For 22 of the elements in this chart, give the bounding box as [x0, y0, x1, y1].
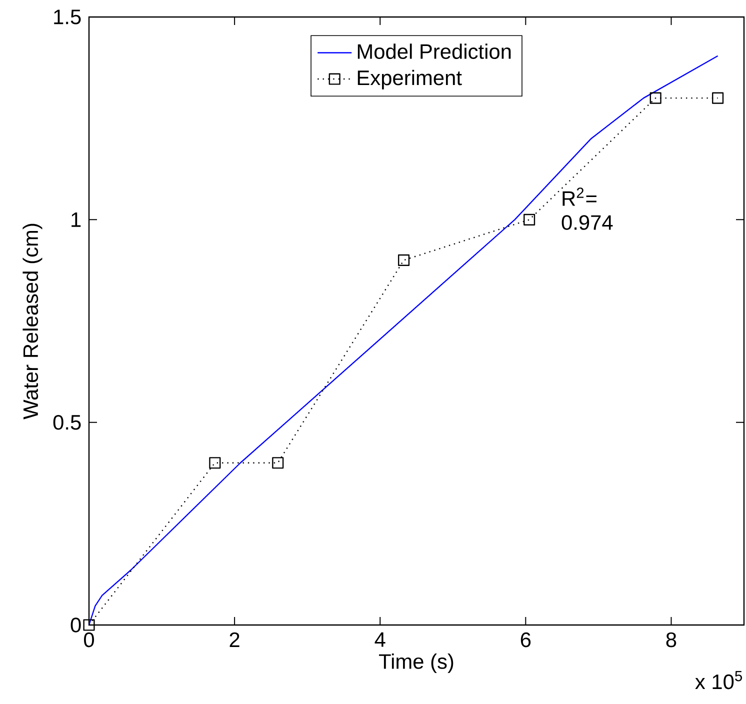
point: [524, 214, 536, 226]
y-axis-title: Water Released (cm): [22, 224, 42, 420]
point: [398, 254, 410, 266]
y-tick-label: 0.5: [53, 414, 81, 430]
text: x 10$^{5}$: [695, 670, 742, 690]
legend-label: Experiment: [358, 70, 462, 90]
x-tick-label: 4: [374, 632, 386, 647]
point: [650, 92, 662, 104]
x-tick-label: 0: [84, 632, 94, 648]
point: [209, 457, 221, 469]
point: [83, 619, 95, 631]
x-tick-label: 8: [666, 632, 676, 648]
legend-label: Model Prediction: [358, 44, 511, 59]
y-tick-label: 1.5: [54, 10, 81, 24]
y-tick-label: 0: [70, 618, 81, 632]
annotation: R$^{2}$= 0.974: [562, 188, 613, 230]
point: [712, 92, 724, 104]
x-axis-title: Time (s): [379, 654, 454, 674]
y-tick-label: 1: [72, 212, 81, 227]
point: [272, 457, 284, 469]
x-tick-label: 2: [230, 632, 240, 647]
x-tick-label: 6: [520, 632, 531, 648]
